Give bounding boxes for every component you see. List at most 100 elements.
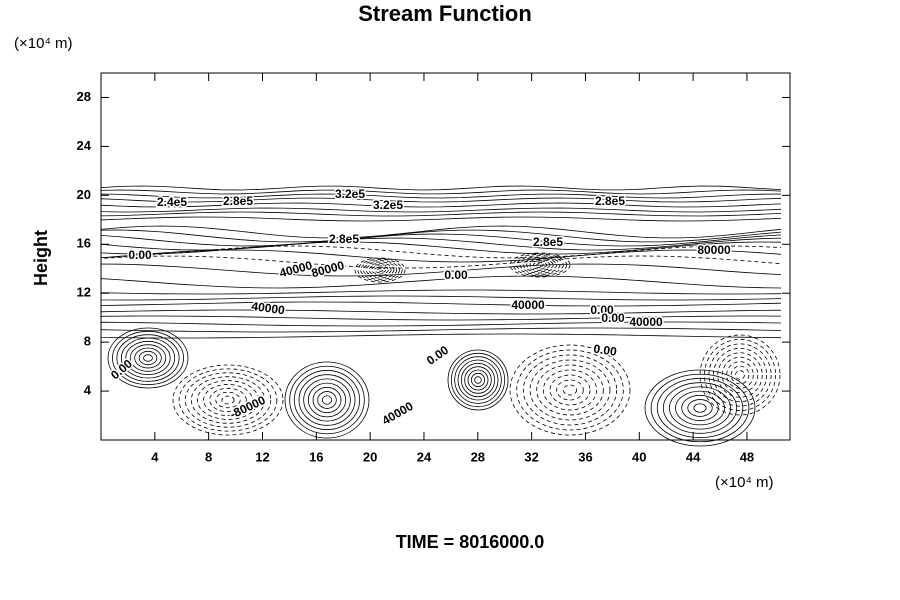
contour-label: 2.4e5	[157, 195, 187, 209]
contour-line	[464, 366, 492, 394]
plot-frame	[100, 72, 791, 441]
contour-line	[116, 334, 180, 382]
contour-line	[172, 364, 284, 436]
contour-label: 40000	[629, 315, 663, 329]
x-unit: (×10⁴ m)	[715, 474, 774, 491]
contour-label: 40000	[511, 298, 545, 312]
contour-line	[360, 260, 400, 280]
contour-line	[284, 361, 370, 439]
contour-line	[708, 343, 772, 407]
contour-label: 2.8e5	[595, 194, 625, 208]
contour-line	[317, 391, 337, 409]
contour-line	[693, 403, 707, 413]
contour-line	[298, 374, 356, 426]
contour-line	[100, 207, 782, 213]
contour-line	[681, 394, 719, 422]
contour-label: 2.8e5	[533, 235, 563, 249]
x-tick-label: 36	[578, 449, 592, 464]
x-tick-label: 24	[417, 449, 432, 464]
x-tick-label: 12	[255, 449, 269, 464]
contour-line	[129, 344, 167, 372]
contour-label: -80000	[228, 393, 268, 422]
contour-label: 0.00	[601, 311, 625, 325]
contour-line	[112, 330, 184, 386]
x-tick-label: 48	[740, 449, 754, 464]
contour-line	[209, 387, 247, 413]
contour-line	[376, 268, 384, 272]
contour-line	[669, 386, 731, 430]
contour-line	[215, 391, 241, 409]
contour-line	[203, 384, 253, 416]
contour-line	[354, 257, 406, 283]
y-tick-label: 12	[77, 285, 91, 300]
contour-line	[371, 265, 389, 275]
contour-line	[312, 386, 342, 414]
contour-line	[542, 369, 598, 411]
contour-line	[100, 185, 782, 191]
footer: TIME = 8016000.0	[396, 532, 545, 552]
contour-line	[675, 390, 725, 426]
contour-line	[100, 245, 782, 259]
y-tick-label: 28	[77, 89, 91, 104]
contour-label: 3.2e5	[373, 198, 403, 212]
y-unit: (×10⁴ m)	[14, 35, 73, 52]
contour-line	[362, 261, 398, 279]
contour-label: 40000	[278, 258, 314, 280]
contour-line	[721, 356, 759, 394]
contour-line	[100, 309, 782, 315]
contour-line	[100, 315, 782, 321]
x-tick-label: 8	[205, 449, 212, 464]
contour-label: 2.8e5	[223, 194, 253, 208]
contour-line	[699, 334, 781, 416]
chart-title: Stream Function	[358, 1, 532, 26]
contour-label: 2.8e5	[329, 232, 359, 246]
contour-line	[100, 225, 782, 239]
contour-line	[100, 275, 782, 289]
contour-line	[100, 295, 782, 301]
contour-label: 0.00	[590, 303, 614, 317]
contour-line	[516, 255, 564, 275]
contour-line	[457, 359, 499, 401]
contour-line	[100, 211, 782, 217]
contour-line	[522, 354, 618, 426]
y-tick-label: 8	[84, 334, 91, 349]
contour-line	[100, 229, 782, 243]
contour-line	[221, 395, 235, 405]
y-tick-label: 24	[77, 138, 92, 153]
contour-line	[454, 356, 502, 404]
contour-line	[562, 384, 578, 396]
contour-line	[120, 337, 176, 379]
contour-line	[509, 252, 571, 278]
contour-line	[100, 197, 782, 203]
contour-line	[717, 352, 763, 398]
contour-line	[184, 372, 272, 428]
contour-line	[100, 327, 782, 333]
contour-line	[357, 258, 403, 282]
x-tick-label: 20	[363, 449, 377, 464]
contour-line	[100, 233, 782, 247]
contour-line	[107, 327, 189, 389]
contour-line	[293, 370, 361, 430]
contour-line	[644, 369, 756, 447]
contour-line	[100, 237, 782, 251]
contour-label: 40000	[380, 399, 416, 428]
contour-line	[474, 376, 482, 384]
contour-line	[100, 333, 782, 339]
contour-line	[100, 189, 782, 195]
contour-field	[100, 185, 782, 447]
contour-label: 40000	[251, 299, 286, 318]
contour-line	[650, 373, 750, 443]
contour-label: 80000	[310, 258, 346, 280]
contour-line	[100, 255, 782, 269]
contour-label: 0.00	[128, 248, 152, 262]
contour-label: 0.00	[444, 268, 468, 282]
contour-line	[138, 350, 158, 366]
contour-line	[100, 202, 782, 208]
contour-label: 0.00	[108, 356, 135, 382]
contour-line	[100, 321, 782, 327]
contour-line	[134, 347, 162, 369]
contour-line	[509, 344, 631, 436]
contour-line	[516, 349, 624, 431]
contour-line	[529, 359, 611, 421]
